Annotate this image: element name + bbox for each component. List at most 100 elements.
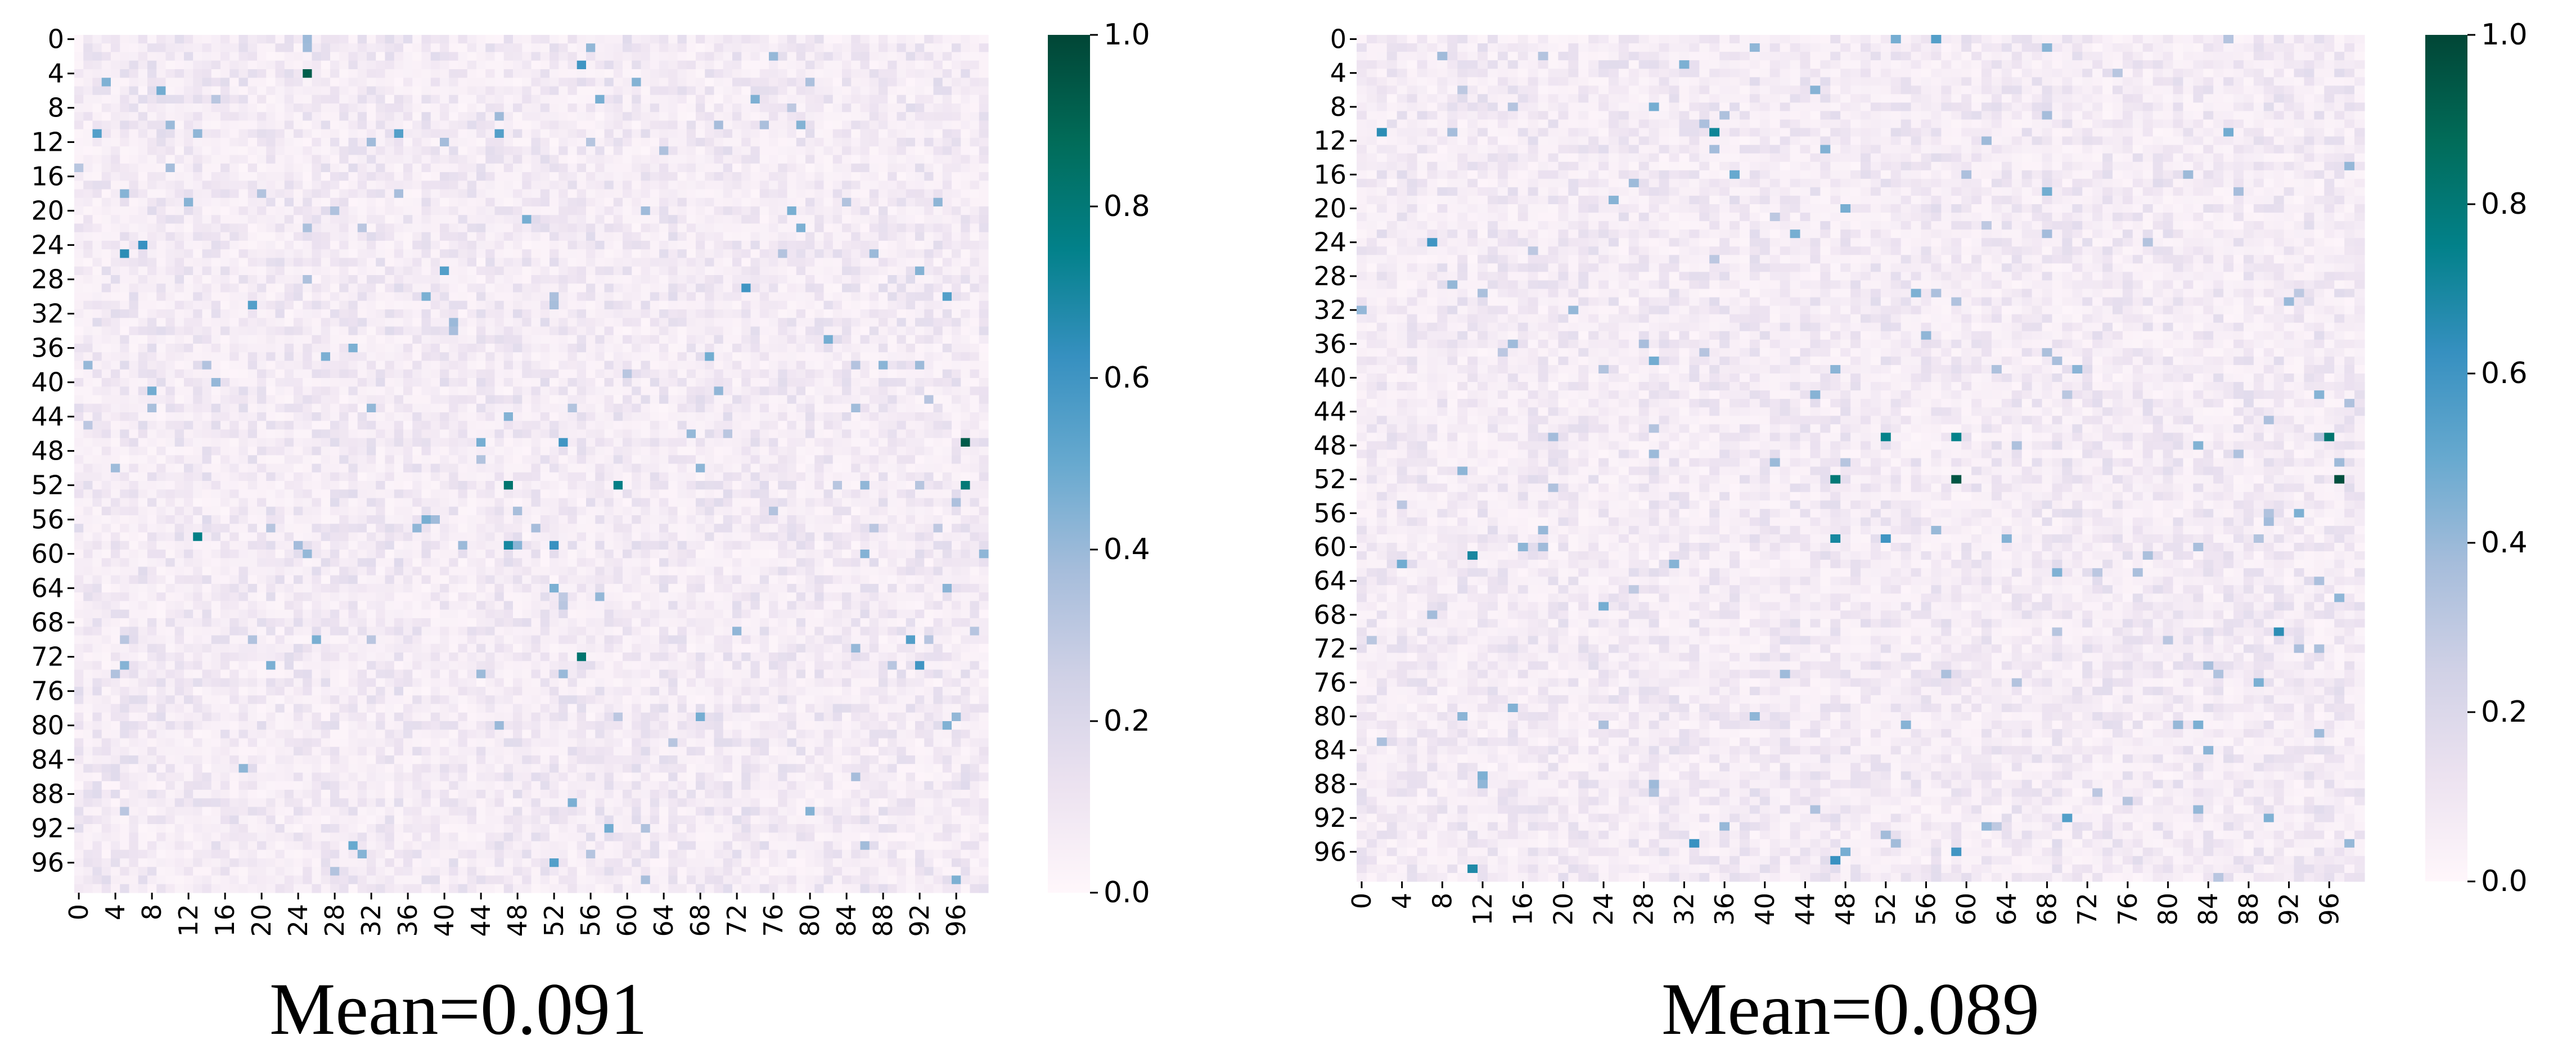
heatmap-cell — [184, 164, 193, 173]
heatmap-cell — [166, 395, 175, 404]
heatmap-cells — [74, 35, 989, 893]
heatmap-cell — [394, 164, 404, 173]
heatmap-cell — [632, 138, 641, 147]
heatmap-cell — [814, 87, 824, 96]
heatmap-cell — [385, 164, 395, 173]
heatmap-cell — [138, 275, 148, 284]
heatmap-cell — [156, 258, 166, 267]
heatmap-cell — [303, 301, 312, 310]
heatmap-cell — [842, 309, 852, 318]
heatmap-cell — [805, 292, 815, 302]
heatmap-cell — [934, 275, 943, 284]
heatmap-cell — [678, 395, 687, 404]
heatmap-cell — [193, 327, 202, 336]
heatmap-cell — [394, 284, 404, 292]
heatmap-cell — [422, 87, 431, 96]
heatmap-cell — [732, 404, 742, 413]
heatmap-cell — [814, 181, 824, 190]
heatmap-cell — [193, 275, 202, 284]
heatmap-cell — [476, 430, 486, 439]
heatmap-cell — [668, 258, 678, 267]
heatmap-cell — [83, 190, 93, 199]
heatmap-cell — [623, 284, 632, 292]
heatmap-cell — [120, 275, 129, 284]
heatmap-cell — [312, 361, 322, 370]
heatmap-cell — [229, 215, 239, 224]
heatmap-cell — [83, 267, 93, 276]
heatmap-cell — [367, 241, 376, 250]
heatmap-cell — [687, 87, 696, 96]
heatmap-cell — [102, 309, 111, 318]
heatmap-cell — [166, 198, 175, 207]
heatmap-cell — [687, 447, 696, 456]
heatmap-cell — [568, 370, 578, 379]
heatmap-cell — [93, 275, 102, 284]
heatmap-cell — [83, 352, 93, 361]
heatmap-cell — [522, 146, 532, 155]
heatmap-cell — [476, 258, 486, 267]
heatmap-cell — [522, 61, 532, 70]
heatmap-cell — [476, 301, 486, 310]
heatmap-cell — [614, 138, 623, 147]
heatmap-cell — [687, 61, 696, 70]
heatmap-cell — [166, 138, 175, 147]
heatmap-cell — [833, 447, 843, 456]
heatmap-cell — [449, 386, 458, 395]
heatmap-cell — [924, 78, 934, 87]
heatmap-cell — [659, 292, 669, 302]
heatmap-cell — [202, 344, 212, 353]
heatmap-cell — [751, 438, 760, 447]
heatmap-cell — [83, 172, 93, 181]
heatmap-cell — [924, 146, 934, 155]
heatmap-cell — [943, 386, 952, 395]
heatmap-cell — [833, 164, 843, 173]
heatmap-cell — [367, 361, 376, 370]
heatmap-cell — [851, 61, 861, 70]
heatmap-cell — [321, 292, 331, 302]
heatmap-cell — [668, 438, 678, 447]
heatmap-cell — [303, 78, 312, 87]
heatmap-cell — [979, 386, 989, 395]
heatmap-cell — [422, 112, 431, 121]
heatmap-cell — [861, 164, 870, 173]
heatmap-cell — [266, 430, 276, 439]
heatmap-cell — [687, 35, 696, 44]
heatmap-cell — [175, 258, 184, 267]
heatmap-cell — [668, 447, 678, 456]
heatmap-cell — [605, 455, 614, 464]
heatmap-cell — [723, 95, 733, 104]
heatmap-cell — [330, 155, 340, 164]
heatmap-cell — [330, 52, 340, 61]
heatmap-cell — [102, 335, 111, 344]
heatmap-cell — [431, 318, 440, 327]
heatmap-cell — [778, 129, 787, 138]
heatmap-cell — [787, 121, 797, 130]
heatmap-cell — [861, 438, 870, 447]
heatmap-cell — [586, 455, 596, 464]
heatmap-cell — [559, 318, 568, 327]
heatmap-cell — [83, 292, 93, 302]
heatmap-cell — [586, 35, 596, 44]
heatmap-cell — [696, 378, 705, 387]
heatmap-cell — [605, 52, 614, 61]
heatmap-cell — [522, 95, 532, 104]
heatmap-cell — [550, 172, 559, 181]
heatmap-cell — [266, 309, 276, 318]
heatmap-cell — [211, 224, 221, 233]
heatmap-cell — [422, 335, 431, 344]
heatmap-cell — [824, 61, 834, 70]
heatmap-cell — [276, 421, 285, 430]
heatmap-cell — [714, 309, 724, 318]
heatmap-cell — [349, 327, 358, 336]
heatmap-cell — [668, 284, 678, 292]
heatmap-cell — [367, 438, 376, 447]
heatmap-cell — [705, 284, 714, 292]
heatmap-cell — [760, 232, 769, 241]
heatmap-cell — [541, 395, 550, 404]
heatmap-cell — [861, 138, 870, 147]
heatmap-cell — [814, 155, 824, 164]
heatmap-cell — [824, 386, 834, 395]
heatmap-cell — [805, 224, 815, 233]
heatmap-cell — [349, 206, 358, 215]
heatmap-cell — [156, 395, 166, 404]
